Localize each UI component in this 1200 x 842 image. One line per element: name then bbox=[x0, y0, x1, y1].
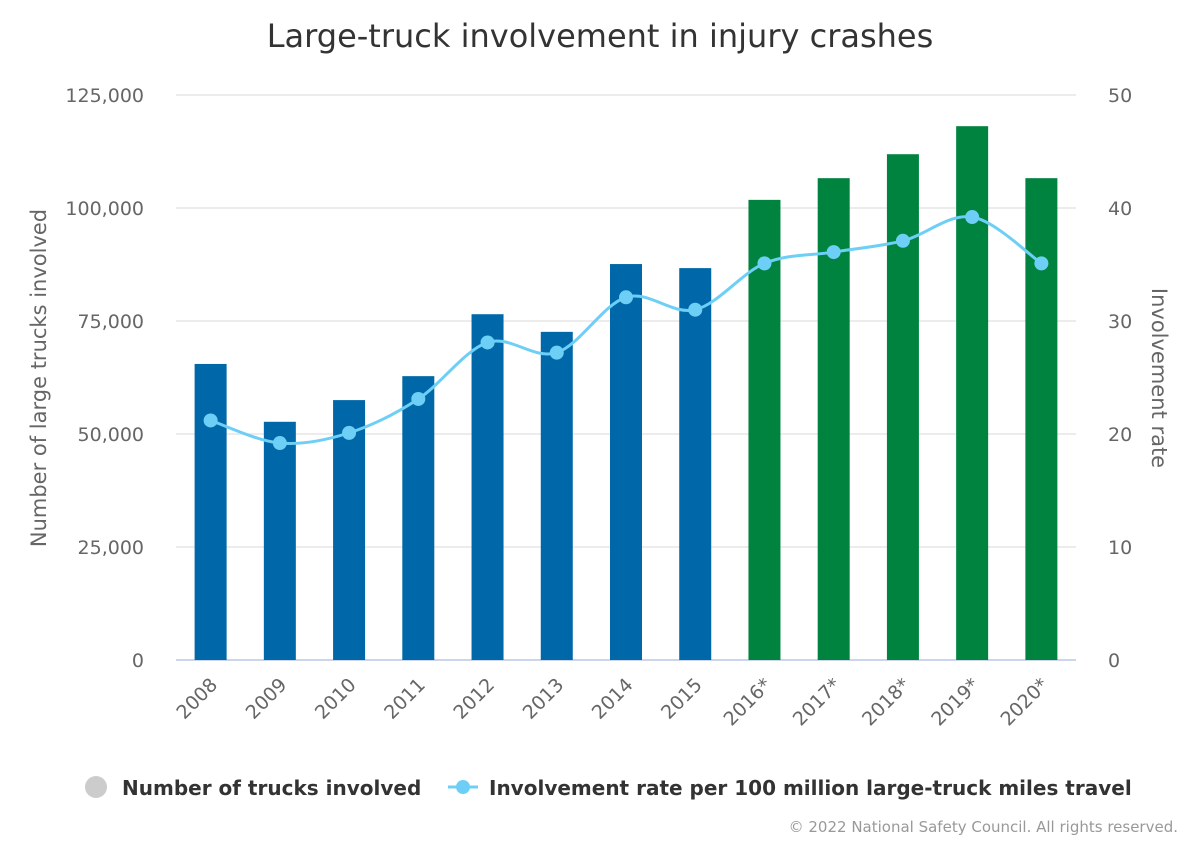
y-axis-label: Number of large trucks involved bbox=[27, 209, 51, 547]
x-tick-label: 2015 bbox=[657, 674, 707, 724]
bar bbox=[610, 264, 642, 660]
y-tick-label: 25,000 bbox=[78, 537, 144, 559]
rate-point bbox=[965, 210, 980, 225]
legend-item-bars[interactable]: Number of trucks involved bbox=[85, 776, 421, 800]
x-tick-label: 2020* bbox=[996, 674, 1052, 730]
bar bbox=[748, 199, 781, 660]
rate-point bbox=[895, 233, 910, 248]
legend-label-line: Involvement rate per 100 million large-t… bbox=[489, 776, 1132, 800]
legend-point-marker bbox=[456, 780, 470, 794]
x-tick-label: 2013 bbox=[519, 674, 569, 724]
x-tick-label: 2009 bbox=[242, 674, 292, 724]
rate-point bbox=[619, 290, 633, 305]
x-tick-label: 2014 bbox=[588, 674, 638, 724]
bar bbox=[540, 331, 573, 660]
y2-axis-label: Involvement rate bbox=[1147, 288, 1171, 468]
y-tick-label: 125,000 bbox=[65, 85, 144, 107]
y2-tick-label: 20 bbox=[1108, 424, 1132, 446]
credit: © 2022 National Safety Council. All righ… bbox=[789, 818, 1178, 836]
bar bbox=[679, 268, 712, 660]
rate-point bbox=[203, 413, 218, 428]
bar bbox=[886, 154, 919, 660]
rate-point bbox=[757, 256, 772, 271]
bar bbox=[471, 314, 504, 660]
x-tick-label: 2016* bbox=[720, 674, 776, 730]
legend-label-bars: Number of trucks involved bbox=[122, 776, 421, 800]
y2-tick-label: 0 bbox=[1108, 650, 1120, 672]
y2-tick-label: 30 bbox=[1108, 311, 1132, 333]
y2-tick-label: 50 bbox=[1108, 85, 1132, 107]
rate-point bbox=[826, 245, 841, 260]
x-tick-label: 2017* bbox=[789, 674, 845, 730]
legend-marker-bars bbox=[85, 776, 107, 798]
x-tick-label: 2008 bbox=[172, 674, 222, 724]
x-tick-label: 2018* bbox=[858, 674, 914, 730]
x-tick-label: 2010 bbox=[311, 674, 361, 724]
y2-tick-label: 10 bbox=[1108, 537, 1132, 559]
x-tick-label: 2019* bbox=[927, 674, 983, 730]
y-tick-label: 100,000 bbox=[65, 198, 144, 220]
bar bbox=[263, 421, 296, 660]
rate-point bbox=[549, 345, 564, 360]
rate-point bbox=[272, 436, 287, 451]
rate-point bbox=[480, 335, 495, 350]
chart-title: Large-truck involvement in injury crashe… bbox=[267, 17, 934, 55]
bar bbox=[1025, 178, 1058, 660]
x-tick-label: 2012 bbox=[449, 674, 499, 724]
y-tick-label: 50,000 bbox=[78, 424, 144, 446]
rate-point bbox=[411, 391, 426, 406]
y2-tick-label: 40 bbox=[1108, 198, 1132, 220]
rate-point bbox=[1034, 256, 1049, 271]
rate-point bbox=[688, 302, 703, 317]
legend-item-line[interactable]: Involvement rate per 100 million large-t… bbox=[448, 776, 1132, 800]
bar bbox=[956, 126, 989, 661]
rate-point bbox=[342, 425, 357, 440]
x-tick-label: 2011 bbox=[380, 674, 430, 724]
bar bbox=[333, 400, 366, 660]
y-tick-label: 0 bbox=[132, 650, 144, 672]
bar bbox=[402, 376, 435, 660]
y-tick-label: 75,000 bbox=[78, 311, 144, 333]
bar bbox=[194, 363, 227, 660]
